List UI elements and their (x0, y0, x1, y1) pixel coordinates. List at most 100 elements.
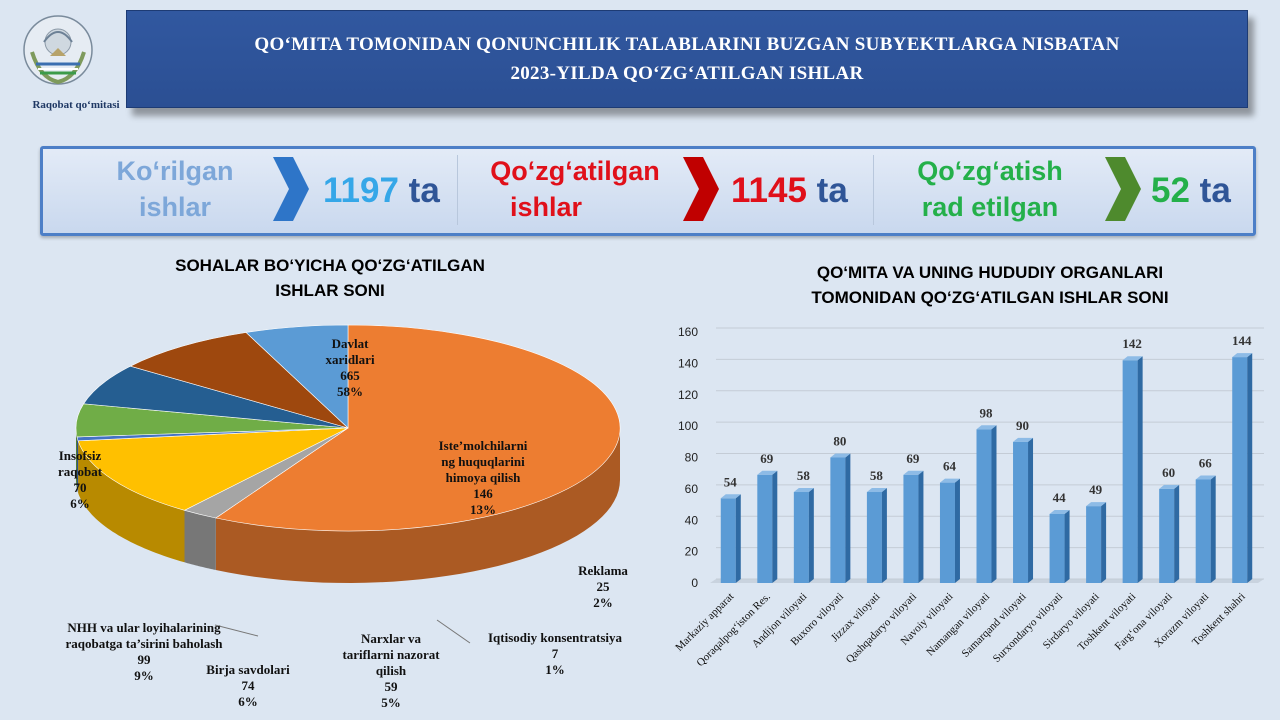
bar-value-label: 44 (1053, 490, 1067, 505)
bar-value-label: 64 (943, 459, 957, 474)
stat-reviewed-label-line-1: Ko‘rilgan (116, 156, 234, 186)
bar-top-7 (976, 425, 997, 430)
stat-reviewed-value: 1197 ta (323, 171, 440, 211)
pie-label-line: 25 (596, 579, 610, 594)
bar-side-13 (1210, 475, 1216, 583)
bar-value-label: 49 (1089, 482, 1103, 497)
bar-1 (757, 474, 773, 583)
bar-top-2 (793, 488, 814, 493)
stat-reviewed-number: 1197 (323, 171, 399, 210)
pie-label-line: 58% (336, 384, 363, 399)
bar-value-label: 58 (797, 468, 811, 483)
pie-label-line: 7 (551, 646, 559, 661)
x-tick-label: Surxondaryo viloyati (991, 591, 1065, 665)
bar-6 (939, 482, 955, 583)
stat-reviewed-unit: ta (408, 171, 440, 210)
pie-title-line-2: ISHLAR SONI (275, 281, 385, 300)
pie-slice-2 (77, 427, 349, 511)
bar-top-14 (1232, 353, 1253, 358)
pie-label-line: Reklama (578, 563, 628, 578)
stat-reviewed-label: Ko‘rilgan ishlar (105, 153, 245, 225)
chevron-right-icon (683, 157, 719, 221)
pie-label-line: qilish (375, 663, 407, 678)
pie-label-line: 1% (545, 662, 565, 677)
bar-value-label: 98 (980, 405, 994, 420)
chevron-reviewed (273, 157, 309, 221)
bar-0 (720, 498, 736, 583)
pie-label-line: raqobatga ta’sirini baholash (65, 636, 223, 651)
bar-side-8 (1028, 437, 1034, 583)
pie-title-line-1: SOHALAR BO‘YICHA QO‘ZG‘ATILGAN (175, 256, 485, 275)
pie-slice-4 (75, 403, 349, 438)
bar-5 (903, 474, 919, 583)
stat-rejected-value: 52 ta (1151, 171, 1231, 211)
bar-side-4 (881, 488, 887, 583)
bar-11 (1122, 360, 1138, 583)
bar-chart-title: QO‘MITA VA UNING HUDUDIY ORGANLARI TOMON… (720, 260, 1260, 310)
stat-initiated-label: Qo‘zg‘atilgan ishlar (475, 153, 675, 225)
stat-rejected-number: 52 (1151, 171, 1190, 210)
bar-side-10 (1101, 502, 1107, 583)
bar-top-1 (757, 470, 778, 475)
pie-label-line: 6% (70, 496, 90, 511)
logo-caption: Raqobat qo‘mitasi (32, 99, 120, 111)
bar-7 (976, 429, 992, 583)
bar-top-5 (903, 470, 924, 475)
x-tick-label: Qashqadaryo viloyati (844, 591, 919, 666)
pie-label-line: Iste’molchilarni (438, 438, 528, 453)
bar-side-12 (1174, 484, 1180, 583)
pie-label-3: Iqtisodiy konsentratsiya 7 1% (488, 630, 622, 678)
y-tick-label: 100 (678, 419, 698, 433)
pie-label-2: Iste’molchilarni ng huquqlarini himoya qil… (439, 438, 528, 518)
bar-side-11 (1137, 356, 1143, 583)
bar-top-12 (1159, 484, 1180, 489)
bar-2 (793, 492, 809, 583)
bar-8 (1013, 441, 1029, 583)
pie-label-5: Birja savdolari 74 6% (206, 662, 289, 710)
bar-value-label: 58 (870, 468, 884, 483)
bar-side-14 (1247, 353, 1253, 583)
bar-title-line-2: TOMONIDAN QO‘ZG‘ATILGAN ISHLAR SONI (811, 288, 1169, 307)
pie-label-line: Iqtisodiy konsentratsiya (488, 630, 622, 645)
stat-initiated-label-line-1: Qo‘zg‘atilgan (490, 156, 660, 186)
pie-label-line: raqobat (57, 464, 103, 479)
stat-rejected-label-line-1: Qo‘zg‘atish (917, 156, 1063, 186)
pie-label-line: 2% (593, 595, 613, 610)
pie-slice-6 (129, 332, 349, 429)
pie-label-7: Insofsiz raqobat 70 6% (58, 448, 102, 512)
pie-label-line: Insofsiz (58, 448, 102, 463)
chevron-rejected (1105, 157, 1141, 221)
bar-top-0 (720, 494, 741, 499)
y-tick-label: 0 (691, 576, 698, 590)
pie-label-line: 6% (238, 694, 258, 709)
pie-label-line: 5% (381, 695, 401, 710)
stat-rejected-label-line-2: rad etilgan (921, 192, 1059, 222)
pie-label-line: 99 (137, 652, 151, 667)
bar-top-9 (1049, 509, 1070, 514)
logo: Raqobat qo‘mitasi (14, 6, 120, 116)
y-tick-label: 20 (685, 545, 699, 559)
pie-label-line: ng huquqlarini (441, 454, 525, 469)
pie-slice-3 (76, 427, 349, 442)
pie-label-line: 146 (473, 486, 493, 501)
y-tick-label: 40 (685, 513, 699, 527)
pie-label-line: NHH va ular loyihalarining (67, 620, 221, 635)
bar-10 (1086, 506, 1102, 583)
y-tick-label: 140 (678, 356, 698, 370)
pie-label-line: Davlat (331, 336, 369, 351)
bar-value-label: 90 (1016, 418, 1029, 433)
stat-initiated-value: 1145 ta (731, 171, 848, 211)
bar-top-6 (939, 478, 960, 483)
pie-label-1: Reklama 25 2% (578, 563, 628, 611)
stat-initiated-unit: ta (816, 171, 848, 210)
divider (457, 155, 458, 225)
page-title-line-1: QO‘MITA TOMONIDAN QONUNCHILIK TALABLARIN… (254, 34, 1120, 55)
pie-chart-title: SOHALAR BO‘YICHA QO‘ZG‘ATILGAN ISHLAR SO… (100, 253, 560, 303)
bar-side-7 (991, 425, 997, 583)
pie-label-line: 59 (384, 679, 398, 694)
chevron-right-icon (1105, 157, 1141, 221)
bar-side-2 (808, 488, 814, 583)
bar-top-10 (1086, 502, 1107, 507)
y-tick-label: 60 (685, 482, 699, 496)
page-title-line-2: 2023-YILDA QO‘ZG‘ATILGAN ISHLAR (510, 63, 864, 84)
